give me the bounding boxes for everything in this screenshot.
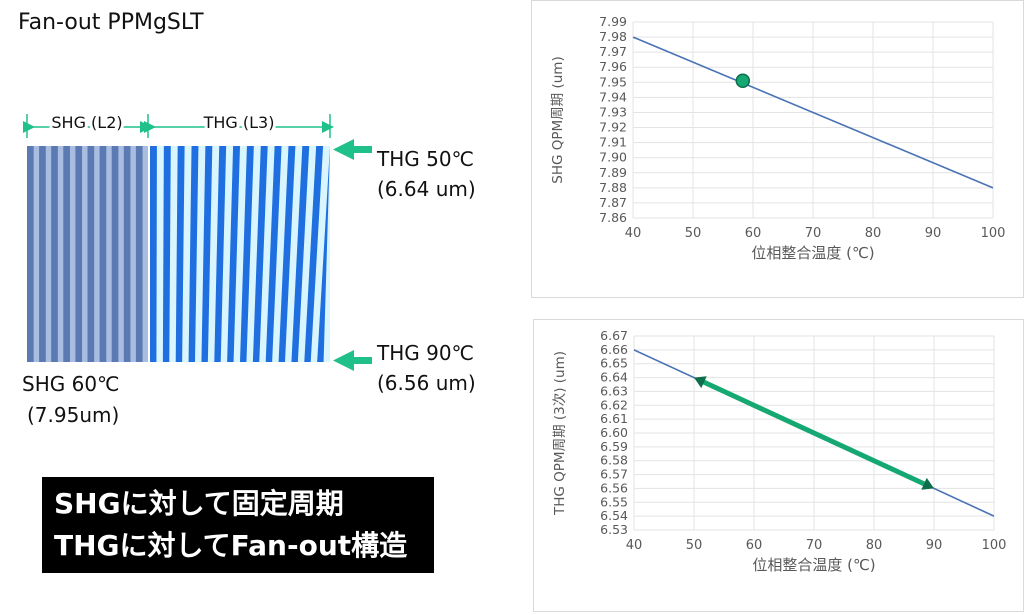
thg-grating-stripe: [252, 146, 268, 362]
x-axis-title: 位相整合温度 (℃): [751, 244, 874, 262]
shg-grating-stripe: [135, 146, 143, 362]
y-tick-label: 7.86: [599, 210, 627, 225]
note-line-1: SHGに対して固定周期: [54, 487, 344, 520]
shg60-label: SHG 60℃: [22, 372, 120, 396]
x-tick-label: 60: [745, 226, 762, 241]
thg-grating-stripe: [265, 146, 282, 362]
thg-grating-stripe: [304, 146, 324, 362]
y-tick-label: 7.96: [599, 59, 627, 74]
y-tick-label: 6.56: [600, 480, 628, 495]
thg-fan-out-grating: [150, 146, 330, 362]
y-tick-label: 7.95: [599, 74, 627, 89]
x-tick-label: 60: [746, 538, 763, 553]
thg-grating-stripe: [188, 146, 199, 362]
y-tick-label: 6.67: [600, 328, 628, 343]
thg-section-label: THG (L3): [203, 113, 275, 132]
shg-grating-stripe: [39, 146, 46, 362]
range-arrow-head-end: [921, 477, 934, 490]
note-line-2: THGに対してFan-out構造: [54, 529, 408, 562]
x-tick-label: 50: [686, 538, 703, 553]
y-tick-label: 6.53: [600, 522, 628, 537]
y-tick-label: 6.54: [600, 508, 628, 523]
y-tick-label: 7.97: [599, 44, 627, 59]
shg-grating-stripe: [99, 146, 107, 362]
x-tick-label: 80: [865, 226, 882, 241]
x-tick-label: 50: [685, 226, 702, 241]
thg50-arrow: [333, 139, 372, 160]
y-tick-label: 7.93: [599, 104, 627, 119]
y-tick-label: 7.89: [599, 165, 627, 180]
y-tick-label: 7.87: [599, 195, 627, 210]
y-tick-label: 6.66: [600, 342, 628, 357]
thg-grating-stripe: [278, 146, 296, 362]
temperature-range-arrow: [700, 378, 928, 488]
y-tick-label: 6.57: [600, 467, 628, 482]
y-tick-label: 7.88: [599, 180, 627, 195]
y-tick-label: 7.91: [599, 135, 627, 150]
y-axis-title: SHG QPM周期 (um): [550, 56, 566, 183]
thg90-arrow: [333, 350, 372, 371]
y-tick-label: 7.98: [599, 29, 627, 44]
shg-period-chart: 7.86 7.87 7.88 7.89 7.90 7.91 7.92 7.93 7.94 7.95…: [531, 0, 1024, 298]
thg-grating-stripe: [150, 146, 157, 362]
y-tick-label: 6.65: [600, 356, 628, 371]
y-tick-label: 7.92: [599, 120, 627, 135]
shg-grating-stripe: [111, 146, 119, 362]
shg-grating: [27, 146, 148, 362]
x-tick-label: 90: [926, 538, 943, 553]
thg-grating-stripe: [201, 146, 213, 362]
y-tick-label: 7.99: [599, 14, 627, 29]
shg-grating-stripe: [51, 146, 58, 362]
fan-out-diagram: SHG (L2) THG (L3): [23, 113, 372, 371]
y-axis-title: THG QPM周期 (3次) (um): [552, 351, 568, 516]
y-tick-label: 6.62: [600, 397, 628, 412]
y-tick-label: 6.60: [600, 425, 628, 440]
x-tick-label: 40: [625, 226, 642, 241]
thg50-label: THG 50℃: [377, 147, 475, 171]
thg50-period: (6.64 um): [377, 177, 476, 201]
y-tick-label: 6.55: [600, 494, 628, 509]
shg-grating-stripe: [87, 146, 95, 362]
thg-grating-stripe: [175, 146, 185, 362]
shg60-period: (7.95um): [27, 403, 120, 427]
thg-grating-stripe: [291, 146, 310, 362]
shg-section-label: SHG (L2): [51, 113, 122, 132]
structure-note: SHGに対して固定周期 THGに対してFan-out構造: [42, 477, 434, 573]
operating-point-marker: [735, 73, 751, 89]
x-tick-label: 70: [806, 538, 823, 553]
y-tick-label: 7.94: [599, 89, 627, 104]
x-tick-label: 100: [981, 226, 1006, 241]
y-tick-label: 6.63: [600, 383, 628, 398]
thg-period-chart: 6.53 6.54 6.55 6.56 6.57 6.58 6.59 6.60 6.61 6.62…: [533, 319, 1024, 612]
x-tick-label: 40: [626, 538, 643, 553]
thg90-period: (6.56 um): [377, 371, 476, 395]
page-title: Fan-out PPMgSLT: [18, 10, 204, 35]
shg-grating-stripe: [75, 146, 83, 362]
y-tick-label: 6.61: [600, 411, 628, 426]
range-arrow-head-start: [694, 376, 707, 389]
y-tick-label: 6.59: [600, 439, 628, 454]
x-tick-label: 80: [866, 538, 883, 553]
shg-grating-stripe: [123, 146, 131, 362]
thg-grating-stripe: [214, 146, 227, 362]
x-tick-label: 90: [925, 226, 942, 241]
thg90-label: THG 90℃: [377, 341, 475, 365]
shg-grating-stripe: [27, 146, 34, 362]
y-tick-label: 7.90: [599, 150, 627, 165]
x-tick-label: 70: [805, 226, 822, 241]
series-line: [632, 36, 994, 189]
x-tick-label: 100: [982, 538, 1007, 553]
x-axis-title: 位相整合温度 (℃): [752, 556, 875, 574]
thg-grating-stripe: [317, 146, 330, 362]
shg-grating-stripe: [63, 146, 70, 362]
thg-grating-stripe: [227, 146, 240, 362]
thg-grating-stripe: [240, 146, 254, 362]
y-tick-label: 6.64: [600, 370, 628, 385]
y-tick-label: 6.58: [600, 453, 628, 468]
thg-grating-stripe: [162, 146, 171, 362]
